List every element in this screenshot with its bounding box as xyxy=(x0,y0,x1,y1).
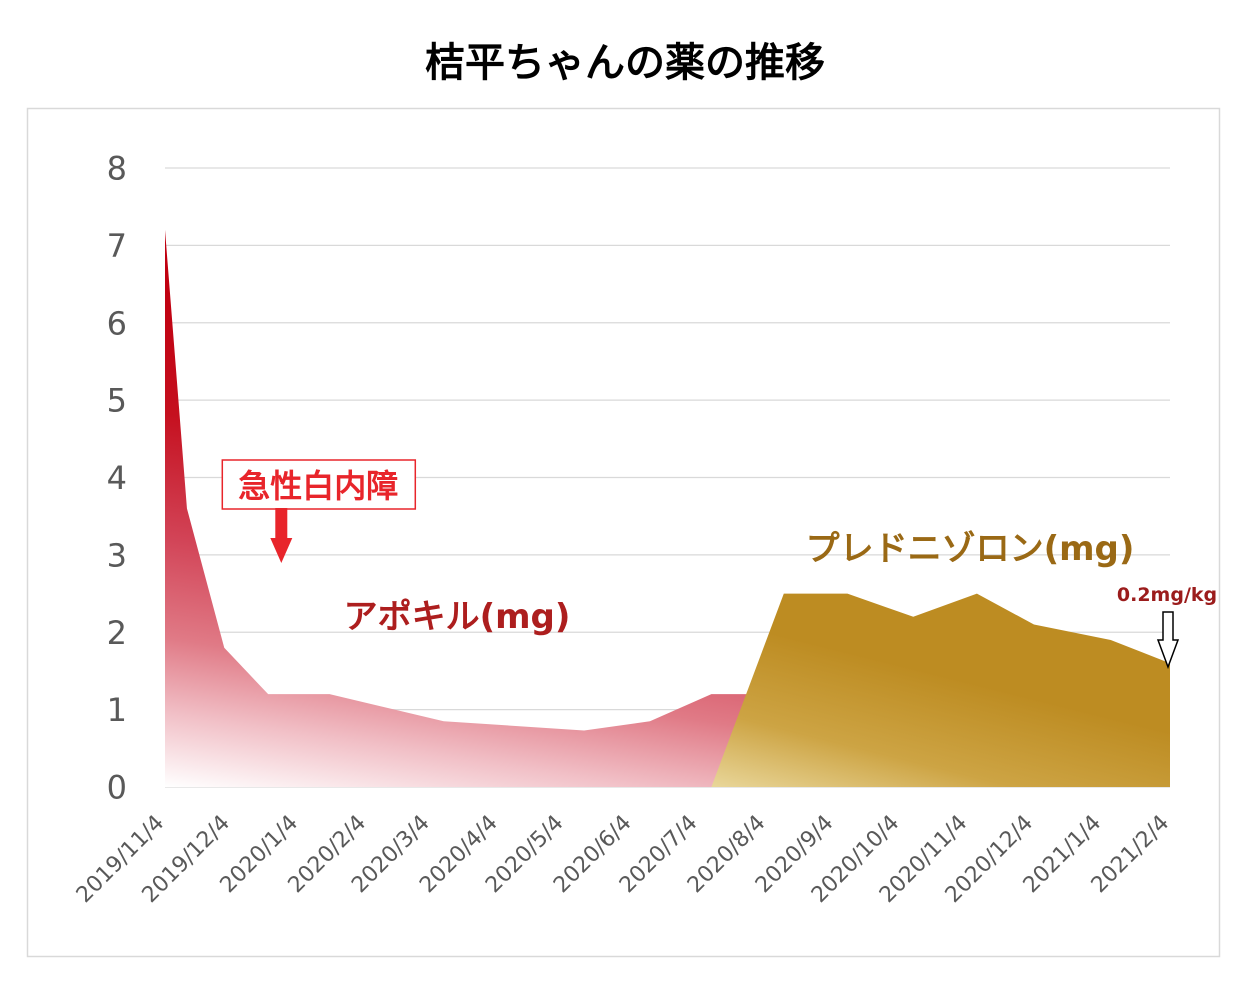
data-point-apoquel-6 xyxy=(441,718,447,724)
y-tick-label: 4 xyxy=(107,459,127,497)
y-tick-label: 2 xyxy=(107,614,127,652)
data-point-apoquel-8 xyxy=(647,718,653,724)
annotation-cataract-arrow xyxy=(270,508,293,563)
data-point-apoquel-1 xyxy=(162,227,168,233)
data-point-apoquel-4 xyxy=(265,691,271,697)
annotation-dose-arrow xyxy=(1156,611,1180,670)
data-point-apoquel-7 xyxy=(581,728,587,734)
data-point-apoquel-9 xyxy=(708,691,714,697)
series-areas xyxy=(165,229,1170,787)
annotation-cataract-box xyxy=(221,459,417,510)
data-point-prednisolone-5 xyxy=(974,591,980,597)
data-point-prednisolone-1 xyxy=(708,784,714,790)
annotation-cataract: 急性白内障 xyxy=(221,459,417,563)
series-label-apoquel: アポキル(mg) xyxy=(344,597,571,637)
series-label-prednisolone: プレドニゾロン(mg) xyxy=(806,529,1135,569)
annotation-dose-label: 0.2mg/kg xyxy=(1117,584,1217,606)
annotation-dose: 0.2mg/kg xyxy=(1117,584,1217,670)
data-point-prednisolone-2 xyxy=(781,591,787,597)
data-point-prednisolone-7 xyxy=(1108,637,1114,643)
data-point-prednisolone-6 xyxy=(1031,622,1037,628)
data-point-prednisolone-3 xyxy=(844,591,850,597)
series-area-apoquel xyxy=(165,229,767,787)
data-point-prednisolone-4 xyxy=(910,614,916,620)
series-area-prednisolone xyxy=(711,593,1170,787)
annotation-cataract-label: 急性白内障 xyxy=(238,467,398,505)
y-tick-label: 7 xyxy=(107,227,127,265)
y-tick-label: 1 xyxy=(107,691,127,729)
data-point-apoquel-5 xyxy=(327,691,333,697)
data-point-apoquel-2 xyxy=(184,505,190,511)
data-point-apoquel-3 xyxy=(221,645,227,651)
y-axis-tick-labels: 0 1 2 3 4 5 6 7 8 xyxy=(107,150,127,807)
chart-border xyxy=(26,107,1221,958)
x-axis-tick-labels: 2019/11/42019/12/42020/1/42020/2/42020/3… xyxy=(72,811,1174,908)
y-tick-label: 0 xyxy=(107,769,127,807)
y-tick-label: 5 xyxy=(107,382,127,420)
y-tick-label: 3 xyxy=(107,536,127,574)
y-tick-label: 6 xyxy=(107,304,127,342)
chart-title: 桔平ちゃんの薬の推移 xyxy=(425,40,825,86)
data-point-apoquel-10 xyxy=(763,691,769,697)
y-tick-label: 8 xyxy=(107,150,127,188)
